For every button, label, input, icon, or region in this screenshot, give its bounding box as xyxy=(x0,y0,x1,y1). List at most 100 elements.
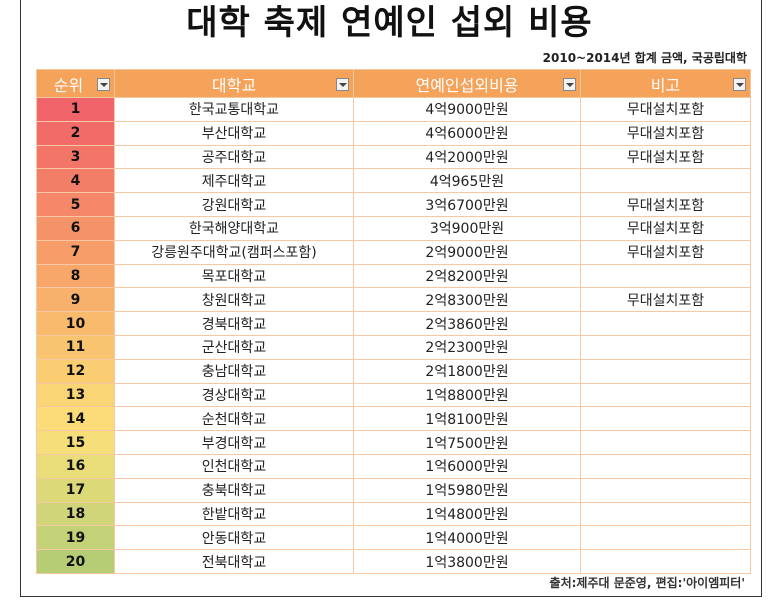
cost-cell: 2억2300만원 xyxy=(353,334,581,360)
cost-cell: 4억6000만원 xyxy=(353,120,581,146)
university-cell: 강원대학교 xyxy=(114,192,354,217)
table-row: 18 한밭대학교 1억4800만원 xyxy=(36,501,751,527)
note-cell: 무대설치포함 xyxy=(580,287,751,313)
table-row: 9 창원대학교 2억8300만원 무대설치포함 xyxy=(36,287,751,313)
university-cell: 한밭대학교 xyxy=(114,501,354,527)
note-cell xyxy=(580,477,751,503)
table-row: 7 강릉원주대학교(캠퍼스포함) 2억9000만원 무대설치포함 xyxy=(36,239,751,265)
filter-dropdown-icon[interactable] xyxy=(97,78,110,91)
note-cell xyxy=(580,406,751,432)
cost-cell: 4억9000만원 xyxy=(353,97,581,122)
header-rank: 순위 xyxy=(36,69,115,98)
cost-cell: 2억8300만원 xyxy=(353,287,581,313)
rank-cell: 4 xyxy=(36,168,115,194)
note-cell xyxy=(580,525,751,551)
filter-dropdown-icon[interactable] xyxy=(336,78,349,91)
table-row: 16 인천대학교 1억6000만원 xyxy=(36,453,751,479)
note-cell xyxy=(580,168,751,194)
table-row: 15 부경대학교 1억7500만원 xyxy=(36,430,751,455)
university-cell: 경상대학교 xyxy=(114,382,354,408)
rank-cell: 3 xyxy=(36,144,115,170)
note-cell: 무대설치포함 xyxy=(580,192,751,217)
note-cell: 무대설치포함 xyxy=(580,215,751,241)
rank-cell: 2 xyxy=(36,120,115,146)
note-cell xyxy=(580,501,751,527)
note-cell xyxy=(580,549,751,574)
rank-cell: 15 xyxy=(36,430,115,455)
cost-cell: 1억8800만원 xyxy=(353,382,581,408)
rank-cell: 7 xyxy=(36,239,115,265)
cost-cell: 1억6000만원 xyxy=(353,453,581,479)
header-university: 대학교 xyxy=(114,69,354,98)
rank-cell: 1 xyxy=(36,97,115,122)
university-cell: 한국해양대학교 xyxy=(114,215,354,241)
cost-cell: 4억965만원 xyxy=(353,168,581,194)
note-cell: 무대설치포함 xyxy=(580,97,751,122)
table-row: 4 제주대학교 4억965만원 xyxy=(36,168,751,194)
note-cell: 무대설치포함 xyxy=(580,144,751,170)
university-cell: 충남대학교 xyxy=(114,358,354,384)
source-credit: 출처:제주대 문준영, 편집:'아이엠피터' xyxy=(549,576,745,590)
university-cell: 인천대학교 xyxy=(114,453,354,479)
rank-cell: 14 xyxy=(36,406,115,432)
header-row: 순위 대학교 연예인섭외비용 비고 xyxy=(36,69,751,98)
note-cell xyxy=(580,334,751,360)
image-frame xyxy=(20,0,762,597)
table-row: 8 목포대학교 2억8200만원 xyxy=(36,263,751,289)
university-cell: 제주대학교 xyxy=(114,168,354,194)
table-row: 2 부산대학교 4억6000만원 무대설치포함 xyxy=(36,120,751,146)
university-cell: 부산대학교 xyxy=(114,120,354,146)
cost-cell: 1억4800만원 xyxy=(353,501,581,527)
rank-cell: 19 xyxy=(36,525,115,551)
rank-cell: 11 xyxy=(36,334,115,360)
cost-cell: 3억900만원 xyxy=(353,215,581,241)
cost-cell: 1억5980만원 xyxy=(353,477,581,503)
rank-cell: 13 xyxy=(36,382,115,408)
note-cell xyxy=(580,382,751,408)
university-cell: 한국교통대학교 xyxy=(114,97,354,122)
rank-cell: 18 xyxy=(36,501,115,527)
filter-dropdown-icon[interactable] xyxy=(733,78,746,91)
note-cell xyxy=(580,430,751,455)
cost-cell: 1억4000만원 xyxy=(353,525,581,551)
header-rank-label: 순위 xyxy=(53,75,84,95)
note-cell xyxy=(580,453,751,479)
table-row: 5 강원대학교 3억6700만원 무대설치포함 xyxy=(36,192,751,217)
header-note: 비고 xyxy=(580,69,751,98)
table-row: 19 안동대학교 1억4000만원 xyxy=(36,525,751,551)
rank-cell: 6 xyxy=(36,215,115,241)
cost-cell: 3억6700만원 xyxy=(353,192,581,217)
table-row: 13 경상대학교 1억8800만원 xyxy=(36,382,751,408)
rank-cell: 20 xyxy=(36,549,115,574)
table-row: 17 충북대학교 1억5980만원 xyxy=(36,477,751,503)
rank-cell: 16 xyxy=(36,453,115,479)
table-body: 1 한국교통대학교 4억9000만원 무대설치포함 2 부산대학교 4억6000만원 무대설치… xyxy=(36,97,751,574)
rank-cell: 9 xyxy=(36,287,115,313)
cost-table: 순위 대학교 연예인섭외비용 비고 1 한국교통대학교 4억9000만원 무대설치포함… xyxy=(36,69,751,574)
university-cell: 순천대학교 xyxy=(114,406,354,432)
university-cell: 경북대학교 xyxy=(114,311,354,336)
cost-cell: 1억3800만원 xyxy=(353,549,581,574)
rank-cell: 10 xyxy=(36,311,115,336)
cost-cell: 1억8100만원 xyxy=(353,406,581,432)
table-row: 6 한국해양대학교 3억900만원 무대설치포함 xyxy=(36,215,751,241)
university-cell: 충북대학교 xyxy=(114,477,354,503)
rank-cell: 8 xyxy=(36,263,115,289)
rank-cell: 5 xyxy=(36,192,115,217)
table-row: 3 공주대학교 4억2000만원 무대설치포함 xyxy=(36,144,751,170)
university-cell: 강릉원주대학교(캠퍼스포함) xyxy=(114,239,354,265)
note-cell xyxy=(580,358,751,384)
university-cell: 창원대학교 xyxy=(114,287,354,313)
rank-cell: 12 xyxy=(36,358,115,384)
header-note-label: 비고 xyxy=(650,75,681,95)
page-title: 대학 축제 연예인 섭외 비용 xyxy=(186,3,593,43)
filter-dropdown-icon[interactable] xyxy=(563,78,576,91)
subtitle: 2010~2014년 합계 금액, 국공립대학 xyxy=(542,51,747,65)
university-cell: 안동대학교 xyxy=(114,525,354,551)
university-cell: 군산대학교 xyxy=(114,334,354,360)
header-cost: 연예인섭외비용 xyxy=(353,69,581,98)
table-row: 20 전북대학교 1억3800만원 xyxy=(36,549,751,574)
note-cell: 무대설치포함 xyxy=(580,120,751,146)
cost-cell: 2억3860만원 xyxy=(353,311,581,336)
cost-cell: 2억1800만원 xyxy=(353,358,581,384)
